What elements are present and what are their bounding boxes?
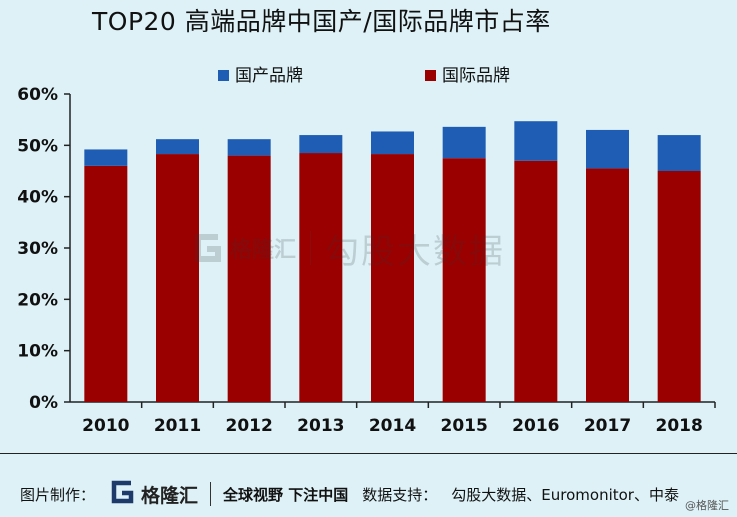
- bar-domestic-2018: [657, 135, 701, 171]
- bar-international-2016: [514, 160, 558, 402]
- gelonghui-logo-icon: [109, 479, 135, 509]
- bar-international-2015: [442, 158, 486, 402]
- footer-logo-name: 格隆汇: [141, 484, 199, 507]
- x-tick-label: 2013: [297, 416, 344, 436]
- bar-international-2018: [657, 171, 701, 402]
- legend-label-1: 国际品牌: [442, 66, 510, 86]
- legend-swatch-1: [425, 70, 436, 81]
- x-tick-label: 2012: [226, 416, 273, 436]
- bar-international-2012: [227, 155, 271, 402]
- x-tick-label: 2016: [512, 416, 559, 436]
- y-tick-label: 30%: [17, 239, 58, 259]
- bar-domestic-2013: [299, 135, 343, 154]
- bar-domestic-2016: [514, 121, 558, 161]
- x-tick-label: 2017: [584, 416, 631, 436]
- bar-international-2014: [371, 154, 414, 402]
- gelonghui-logo-icon: [195, 234, 221, 262]
- x-tick-label: 2014: [369, 416, 416, 436]
- bar-international-2010: [84, 165, 128, 402]
- footer-slogan: 全球视野 下注中国: [223, 485, 349, 504]
- footer-support-label: 数据支持：: [362, 485, 438, 504]
- watermark-brand: 格隆汇: [230, 238, 297, 263]
- watermark: 格隆汇 勾股大数据: [190, 226, 506, 272]
- bar-domestic-2012: [227, 139, 271, 156]
- y-tick-label: 20%: [17, 290, 58, 310]
- y-tick-label: 10%: [17, 342, 58, 362]
- x-tick-label: 2015: [441, 416, 488, 436]
- y-tick-label: 0%: [29, 393, 58, 413]
- bar-international-2011: [156, 154, 199, 402]
- legend-label-0: 国产品牌: [235, 66, 303, 86]
- x-tick-label: 2010: [82, 416, 129, 436]
- y-tick-label: 60%: [17, 85, 58, 105]
- x-tick-label: 2018: [656, 416, 703, 436]
- bar-domestic-2017: [586, 129, 629, 169]
- bar-domestic-2015: [442, 126, 486, 159]
- credit-text: @格隆汇: [685, 499, 729, 512]
- legend-swatch-0: [218, 70, 229, 81]
- y-tick-label: 50%: [17, 136, 58, 156]
- footer: 图片制作： 格隆汇 全球视野 下注中国 数据支持： 勾股大数据、Euromoni…: [20, 478, 679, 510]
- bar-international-2013: [299, 153, 343, 402]
- footer-source: 勾股大数据、Euromonitor、中泰: [451, 485, 679, 504]
- footer-divider: [0, 453, 737, 454]
- chart-title: TOP20 高端品牌中国产/国际品牌市占率: [92, 7, 551, 36]
- bar-domestic-2011: [156, 139, 199, 155]
- watermark-text: 勾股大数据: [325, 231, 506, 272]
- bar-domestic-2014: [371, 131, 414, 155]
- footer-logo-divider: [210, 482, 212, 506]
- watermark-divider: [310, 231, 312, 265]
- footer-made-by: 图片制作：: [20, 485, 96, 504]
- bar-international-2017: [586, 168, 629, 402]
- x-tick-label: 2011: [154, 416, 201, 436]
- bar-domestic-2010: [84, 149, 128, 166]
- stacked-bar-chart: 0% 10% 20% 30% 40% 50% 60% 2010 2011 2012 2013 2014…: [17, 66, 716, 436]
- y-tick-label: 40%: [17, 188, 58, 208]
